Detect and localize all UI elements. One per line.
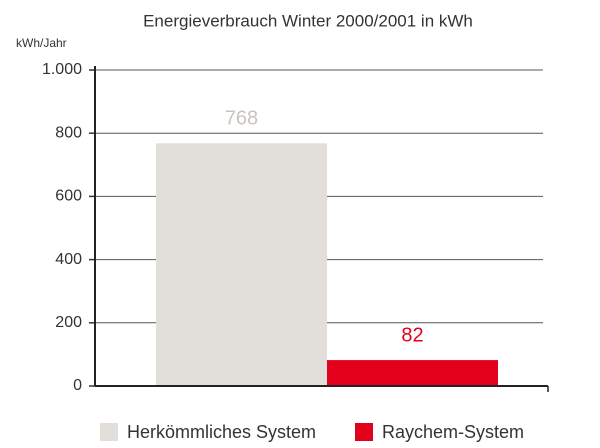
y-tick-label: 1.000: [42, 61, 82, 78]
data-label: 82: [401, 324, 423, 346]
legend-label: Herkömmliches System: [127, 422, 316, 442]
chart-title: Energieverbrauch Winter 2000/2001 in kWh: [143, 11, 473, 30]
y-tick-label: 200: [55, 314, 82, 331]
bar: [156, 143, 327, 386]
y-tick-label: 800: [55, 124, 82, 141]
y-tick-label: 0: [73, 377, 82, 394]
legend-swatch: [100, 423, 118, 441]
y-axis-label: kWh/Jahr: [16, 36, 67, 50]
data-label: 768: [225, 108, 258, 130]
y-tick-label: 600: [55, 188, 82, 205]
legend-label: Raychem-System: [382, 422, 524, 442]
y-tick-label: 400: [55, 251, 82, 268]
legend-swatch: [355, 423, 373, 441]
bar: [327, 360, 498, 386]
